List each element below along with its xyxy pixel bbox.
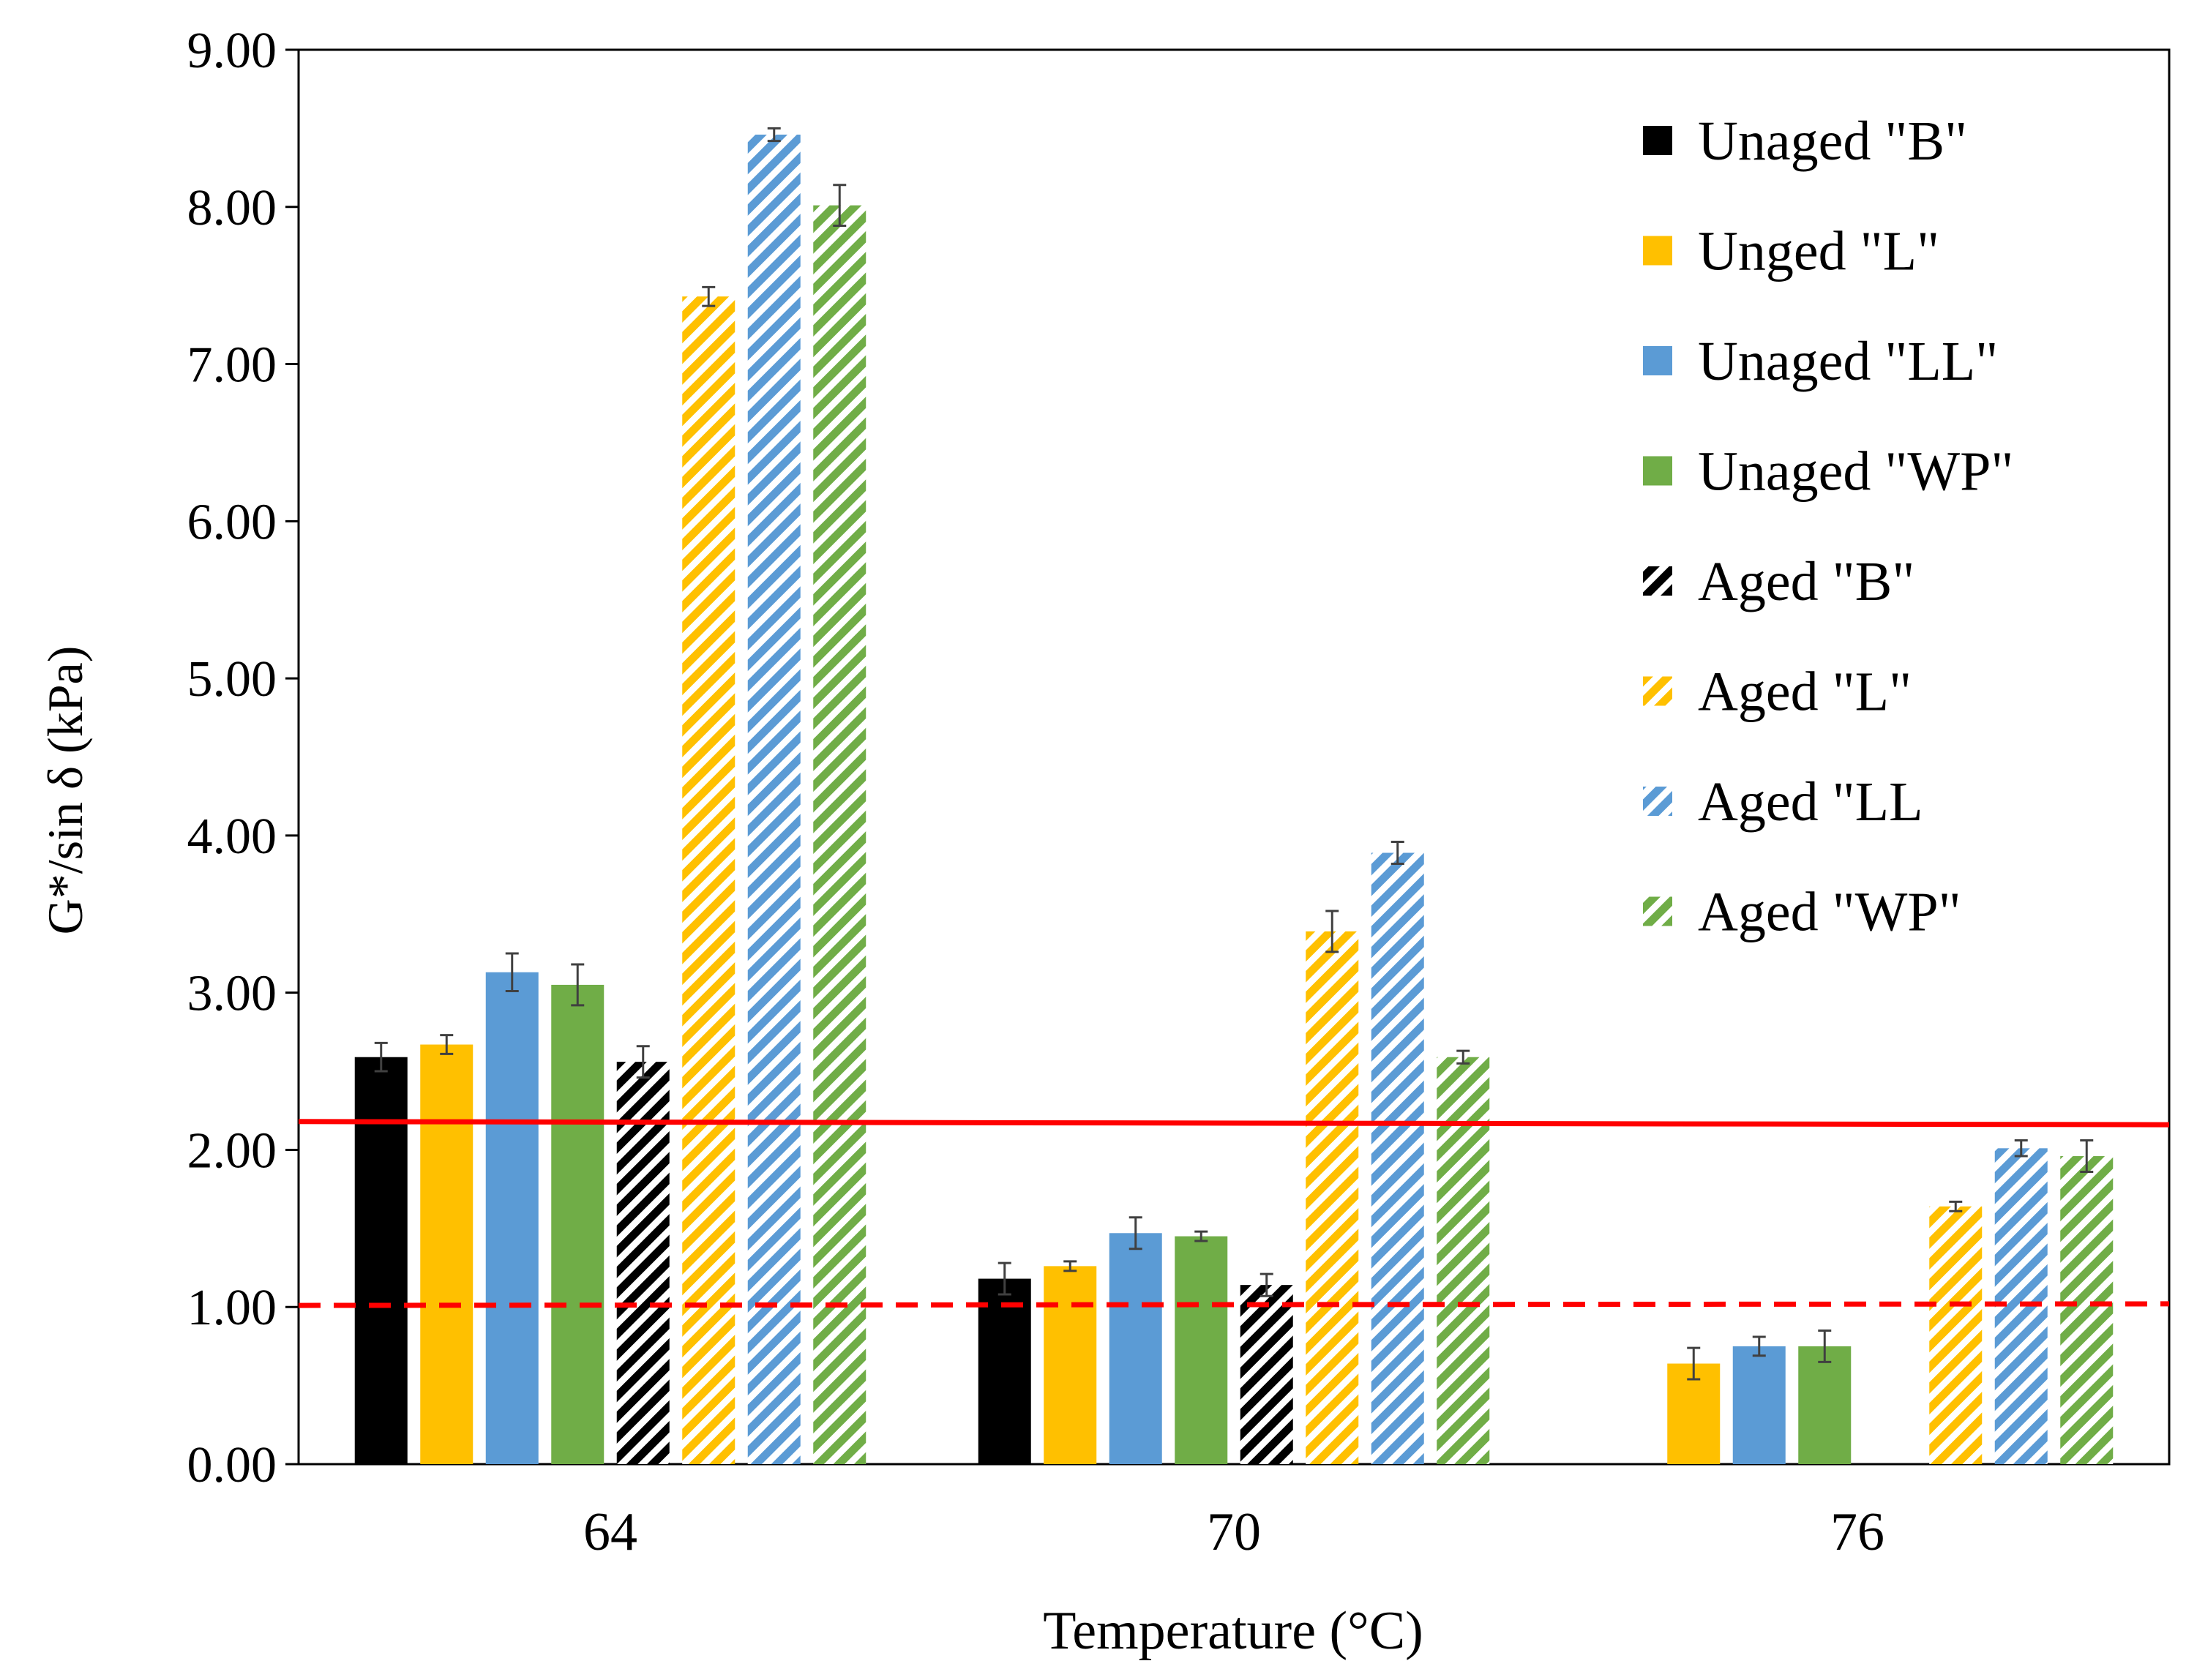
legend-swatch (1643, 236, 1672, 266)
legend-label: Aged "LL (1698, 771, 1923, 833)
plot-area-frame (297, 48, 2171, 1466)
legend-label: Unged "L" (1698, 221, 1939, 282)
y-tick-label: 6.00 (187, 494, 277, 550)
error-bar (1063, 1260, 1077, 1272)
error-bar (1752, 1335, 1766, 1357)
error-bar (1325, 910, 1339, 953)
bar (551, 984, 604, 1464)
x-tick-label: 64 (583, 1502, 637, 1562)
legend-swatch (1643, 126, 1672, 155)
legend: Unaged "B" Unged "L" Unaged "LL" Unaged "WP… (1643, 110, 2013, 943)
legend-item: Unged "L" (1643, 221, 1939, 282)
legend-item: Aged "WP" (1643, 882, 1961, 943)
legend-swatch (1643, 787, 1672, 816)
legend-label: Unaged "B" (1698, 110, 1967, 172)
legend-item: Aged "L" (1643, 661, 1912, 723)
error-bars-layer (374, 127, 2094, 1381)
legend-swatch (1643, 676, 1672, 706)
bar (682, 296, 735, 1464)
x-tick-label: 76 (1830, 1502, 1884, 1562)
bars-layer (354, 134, 2114, 1465)
bar (420, 1044, 473, 1464)
error-bar (767, 127, 781, 143)
bar (1240, 1285, 1293, 1464)
bar (2060, 1156, 2114, 1464)
bar (485, 972, 539, 1464)
legend-label: Aged "L" (1698, 661, 1912, 723)
x-axis-title: Temperature (°C) (1043, 1601, 1423, 1661)
legend-swatch (1643, 566, 1672, 596)
legend-label: Unaged "WP" (1698, 441, 2013, 503)
y-tick-label: 5.00 (187, 651, 277, 708)
legend-item: Aged "B" (1643, 551, 1914, 612)
error-bar (997, 1261, 1011, 1296)
y-tick-label: 4.00 (187, 809, 277, 865)
error-bar (2080, 1139, 2094, 1174)
bar (354, 1057, 408, 1464)
legend-swatch (1643, 456, 1672, 486)
legend-label: Aged "WP" (1698, 882, 1961, 943)
bar (616, 1062, 670, 1464)
bar (1371, 852, 1424, 1464)
bar (1175, 1236, 1228, 1464)
reference-lines-layer (298, 1119, 2170, 1308)
legend-item: Unaged "LL" (1643, 331, 1998, 392)
error-bar (505, 952, 519, 993)
bar (1732, 1346, 1786, 1464)
y-tick-label: 9.00 (187, 23, 277, 79)
bar (1929, 1206, 1983, 1464)
bar (813, 205, 866, 1464)
legend-swatch (1643, 896, 1672, 926)
legend-label: Aged "B" (1698, 551, 1914, 612)
bar (1437, 1057, 1490, 1464)
y-tick-label: 8.00 (187, 180, 277, 236)
error-bar (1687, 1346, 1701, 1381)
y-tick-label: 1.00 (187, 1280, 277, 1336)
bar (1798, 1346, 1852, 1464)
y-tick-label: 2.00 (187, 1122, 277, 1179)
bar (1109, 1233, 1162, 1464)
solid-threshold-line (298, 1119, 2170, 1128)
error-bar (1390, 840, 1404, 866)
legend-item: Aged "LL (1643, 771, 1923, 833)
y-tick-label: 0.00 (187, 1437, 277, 1493)
dashed-threshold-line (298, 1301, 2170, 1308)
axis-ticks-layer: 0.00 1.00 2.00 3.00 4.00 5.00 6.00 7.00 8.00 9.00… (187, 23, 1885, 1562)
y-tick-label: 7.00 (187, 337, 277, 394)
error-bar (440, 1034, 454, 1055)
legend-swatch (1643, 346, 1672, 375)
y-tick-label: 3.00 (187, 966, 277, 1022)
bar (1044, 1266, 1097, 1464)
error-bar (636, 1045, 650, 1079)
error-bar (1949, 1200, 1963, 1212)
error-bar (702, 285, 716, 307)
bar (747, 134, 801, 1465)
error-bar (1128, 1216, 1142, 1250)
error-bar (374, 1041, 388, 1073)
error-bar (571, 963, 585, 1007)
x-tick-label: 70 (1207, 1502, 1261, 1562)
error-bar (1818, 1329, 1832, 1363)
y-axis-title: G*/sin δ (kPa) (37, 646, 93, 935)
legend-item: Unaged "B" (1643, 110, 1967, 172)
bar (978, 1278, 1031, 1464)
bar (1306, 931, 1359, 1464)
error-bar (1259, 1272, 1273, 1297)
legend-label: Unaged "LL" (1698, 331, 1998, 392)
legend-item: Unaged "WP" (1643, 441, 2013, 503)
error-bar (2014, 1139, 2028, 1158)
error-bar (1456, 1049, 1470, 1065)
error-bar (833, 184, 847, 228)
error-bar (1194, 1230, 1208, 1242)
